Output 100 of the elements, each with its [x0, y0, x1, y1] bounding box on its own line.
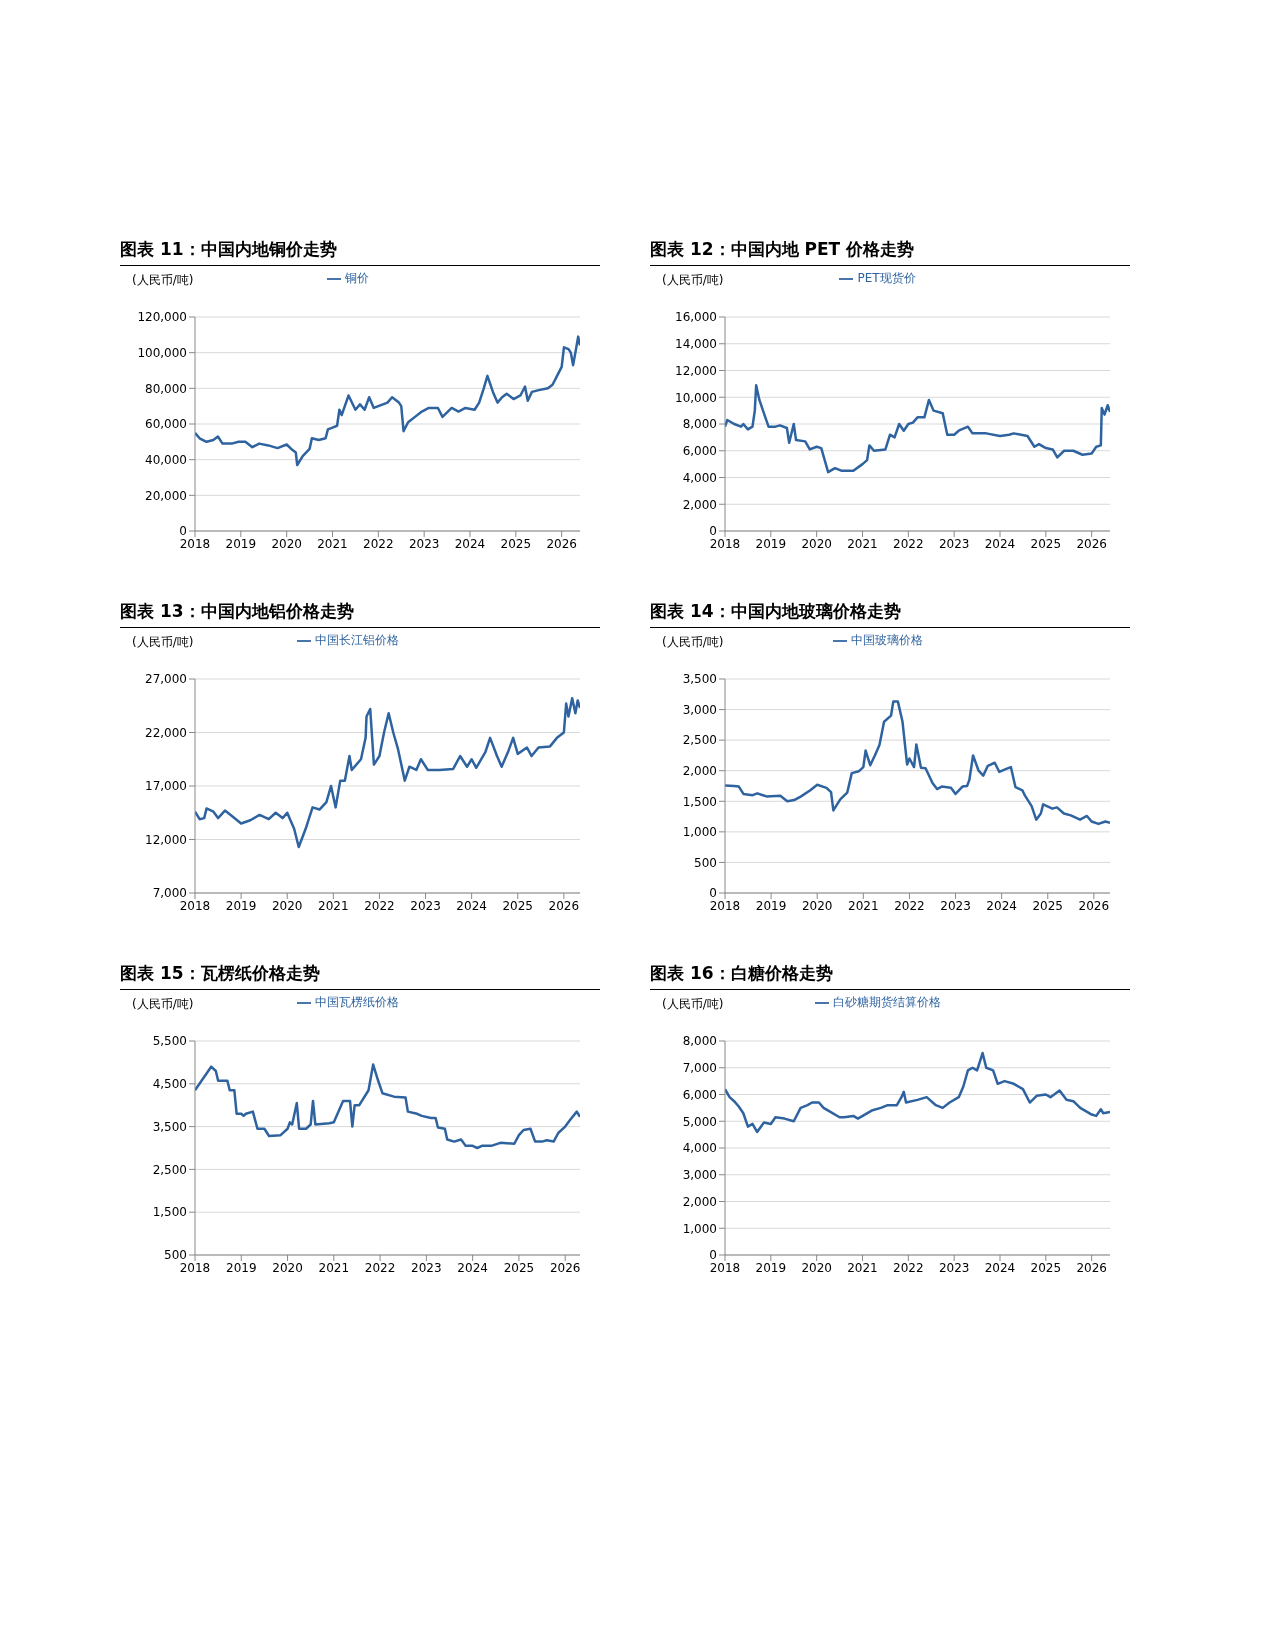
x-tick-label: 2020 — [271, 898, 303, 913]
y-axis-title: (人民币/吨) — [662, 996, 724, 1013]
line-series — [195, 1063, 580, 1150]
x-tick-label: 2019 — [755, 1260, 787, 1275]
y-tick-label: 2,000 — [682, 1194, 717, 1209]
chart-title: 图表 13：中国内地铝价格走势 — [120, 600, 600, 628]
y-tick-label: 100,000 — [137, 345, 187, 360]
line-series — [725, 1051, 1110, 1134]
legend-label: 中国瓦楞纸价格 — [314, 995, 399, 1009]
y-tick-label: 5,500 — [152, 1034, 187, 1049]
x-tick-label: 2024 — [457, 1260, 488, 1275]
x-tick-label: 2023 — [410, 898, 441, 913]
y-tick-label: 12,000 — [145, 832, 187, 847]
y-tick-label: 3,500 — [682, 672, 717, 687]
x-tick-label: 2025 — [500, 536, 532, 551]
y-tick-label: 4,000 — [682, 1141, 717, 1156]
x-tick-label: 2020 — [801, 536, 832, 551]
x-tick-label: 2022 — [893, 536, 924, 551]
x-tick-label: 2020 — [801, 898, 833, 913]
y-tick-label: 3,500 — [152, 1119, 187, 1134]
x-tick-label: 2018 — [179, 898, 211, 913]
y-tick-label: 500 — [694, 855, 717, 870]
y-tick-label: 2,000 — [682, 497, 717, 512]
legend-label: 白砂糖期货结算价格 — [832, 995, 941, 1009]
x-tick-label: 2026 — [1076, 536, 1107, 551]
x-tick-label: 2024 — [454, 536, 486, 551]
x-tick-label: 2025 — [1030, 1260, 1062, 1275]
y-tick-label: 5,000 — [682, 1114, 717, 1129]
y-tick-label: 20,000 — [145, 488, 187, 503]
y-tick-label: 2,500 — [682, 733, 717, 748]
legend-label: 中国玻璃价格 — [850, 633, 923, 647]
chart-title: 图表 11：中国内地铜价走势 — [120, 238, 600, 266]
x-tick-label: 2025 — [503, 1260, 535, 1275]
x-tick-label: 2022 — [364, 898, 395, 913]
x-tick-label: 2023 — [938, 1260, 970, 1275]
y-tick-label: 2,000 — [682, 763, 717, 778]
x-tick-label: 2026 — [546, 536, 577, 551]
y-axis-title: (人民币/吨) — [132, 996, 194, 1013]
y-tick-label: 0 — [179, 524, 187, 539]
y-tick-label: 8,000 — [682, 417, 717, 432]
y-tick-label: 4,500 — [152, 1077, 187, 1092]
x-tick-label: 2018 — [709, 898, 741, 913]
x-tick-label: 2024 — [456, 898, 487, 913]
y-axis-title: (人民币/吨) — [132, 634, 194, 651]
x-tick-label: 2019 — [226, 1260, 257, 1275]
y-tick-label: 27,000 — [145, 672, 187, 687]
y-axis-title: (人民币/吨) — [132, 272, 194, 289]
legend-label: 中国长江铝价格 — [314, 633, 399, 647]
x-tick-label: 2021 — [317, 536, 348, 551]
x-tick-label: 2024 — [986, 898, 1017, 913]
y-tick-label: 40,000 — [145, 452, 187, 467]
x-tick-label: 2021 — [847, 536, 878, 551]
x-tick-label: 2024 — [984, 536, 1016, 551]
y-tick-label: 1,500 — [682, 794, 717, 809]
x-tick-label: 2026 — [1078, 898, 1110, 913]
y-tick-label: 10,000 — [675, 390, 717, 405]
y-tick-label: 2,500 — [152, 1162, 187, 1177]
y-tick-label: 120,000 — [137, 310, 187, 325]
x-tick-label: 2026 — [549, 1260, 581, 1275]
x-tick-label: 2025 — [1032, 898, 1064, 913]
x-tick-label: 2022 — [893, 1260, 924, 1275]
y-tick-label: 0 — [709, 1248, 717, 1263]
chart-title: 图表 16：白糖价格走势 — [650, 962, 1130, 990]
y-tick-label: 8,000 — [682, 1034, 717, 1049]
y-tick-label: 17,000 — [145, 779, 187, 794]
y-tick-label: 0 — [709, 524, 717, 539]
legend-label: PET现货价 — [857, 271, 916, 285]
y-tick-label: 1,000 — [682, 825, 717, 840]
chart-title: 图表 15：瓦楞纸价格走势 — [120, 962, 600, 990]
x-tick-label: 2026 — [1076, 1260, 1107, 1275]
y-tick-label: 3,000 — [682, 702, 717, 717]
x-tick-label: 2026 — [548, 898, 580, 913]
y-tick-label: 7,000 — [152, 886, 187, 901]
chart-title: 图表 12：中国内地 PET 价格走势 — [650, 238, 1130, 266]
x-tick-label: 2018 — [709, 536, 741, 551]
line-series — [725, 700, 1110, 826]
y-tick-label: 16,000 — [675, 310, 717, 325]
y-axis-title: (人民币/吨) — [662, 634, 724, 651]
y-tick-label: 0 — [709, 886, 717, 901]
x-tick-label: 2021 — [848, 898, 879, 913]
x-tick-label: 2023 — [940, 898, 971, 913]
y-tick-label: 12,000 — [675, 363, 717, 378]
y-tick-label: 500 — [164, 1248, 187, 1263]
y-tick-label: 14,000 — [675, 337, 717, 352]
y-axis-title: (人民币/吨) — [662, 272, 724, 289]
x-tick-label: 2021 — [847, 1260, 878, 1275]
x-tick-label: 2019 — [225, 536, 257, 551]
x-tick-label: 2018 — [709, 1260, 741, 1275]
line-series — [195, 335, 580, 467]
x-tick-label: 2021 — [318, 1260, 350, 1275]
y-tick-label: 6,000 — [682, 444, 717, 459]
y-tick-label: 6,000 — [682, 1087, 717, 1102]
x-tick-label: 2018 — [179, 536, 211, 551]
x-tick-label: 2021 — [318, 898, 349, 913]
x-tick-label: 2020 — [271, 536, 302, 551]
line-series — [725, 383, 1110, 474]
x-tick-label: 2020 — [801, 1260, 832, 1275]
y-tick-label: 3,000 — [682, 1168, 717, 1183]
x-tick-label: 2023 — [411, 1260, 442, 1275]
y-tick-label: 80,000 — [145, 381, 187, 396]
